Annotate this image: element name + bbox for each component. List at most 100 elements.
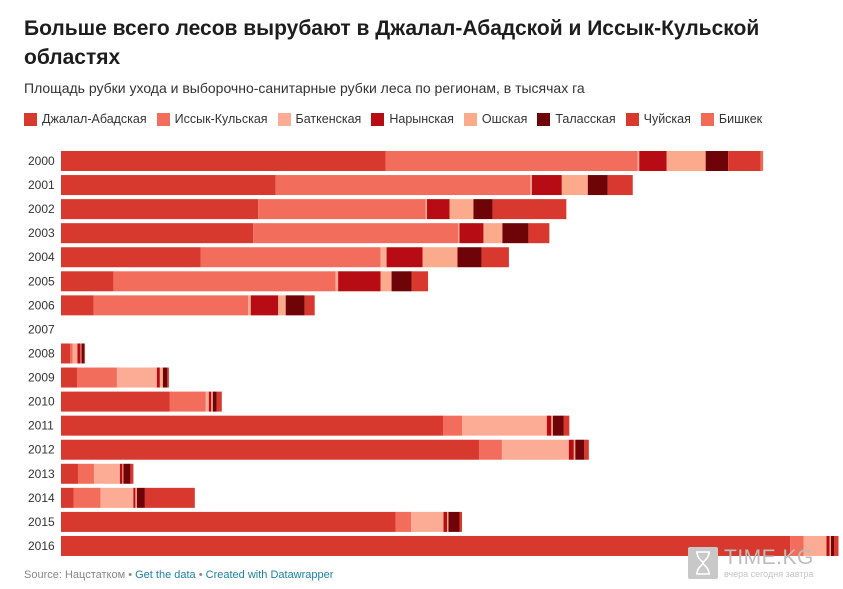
bar-segment-чуйская-2004[interactable]	[481, 247, 509, 268]
bar-segment-таласская-2010[interactable]	[212, 391, 217, 412]
bar-segment-ошская-2002[interactable]	[449, 199, 474, 220]
bar-segment-чуйская-2013[interactable]	[130, 463, 134, 484]
bar-segment-нарынская-2004[interactable]	[386, 247, 423, 268]
bar-segment-ошская-2014[interactable]	[135, 487, 137, 508]
bar-segment-нарынская-2015[interactable]	[443, 511, 448, 532]
bar-segment-иссык-кульская-2002[interactable]	[258, 199, 426, 220]
bar-segment-чуйская-2009[interactable]	[167, 367, 169, 388]
bar-segment-нарынская-2001[interactable]	[531, 175, 562, 196]
bar-segment-чуйская-2005[interactable]	[411, 271, 429, 292]
bar-segment-ошская-2004[interactable]	[422, 247, 458, 268]
bar-segment-джалал-абадская-2006[interactable]	[61, 295, 94, 316]
bar-segment-джалал-абадская-2001[interactable]	[61, 175, 276, 196]
bar-segment-ошская-2000[interactable]	[666, 151, 706, 171]
bar-segment-баткенская-2004[interactable]	[380, 247, 387, 268]
bar-segment-чуйская-2006[interactable]	[304, 295, 315, 316]
bar-segment-ошская-2010[interactable]	[211, 391, 213, 412]
bar-segment-иссык-кульская-2001[interactable]	[275, 175, 531, 196]
bar-segment-баткенская-2012[interactable]	[501, 439, 569, 460]
bar-segment-чуйская-2001[interactable]	[607, 175, 633, 196]
bar-segment-ошская-2001[interactable]	[561, 175, 588, 196]
bar-segment-баткенская-2002[interactable]	[425, 199, 428, 220]
bar-segment-джалал-абадская-2002[interactable]	[61, 199, 259, 220]
bar-segment-джалал-абадская-2011[interactable]	[61, 415, 444, 436]
bar-segment-джалал-абадская-2013[interactable]	[61, 463, 78, 484]
bar-segment-ошская-2016[interactable]	[829, 535, 832, 556]
bar-segment-чуйская-2015[interactable]	[459, 511, 462, 532]
bar-segment-иссык-кульская-2006[interactable]	[93, 295, 249, 316]
bar-segment-иссык-кульская-2012[interactable]	[478, 439, 502, 460]
bar-segment-баткенская-2000[interactable]	[637, 151, 640, 171]
bar-segment-чуйская-2000[interactable]	[728, 151, 761, 171]
bar-segment-ошская-2015[interactable]	[447, 511, 449, 532]
bar-segment-чуйская-2008[interactable]	[83, 343, 85, 364]
bar-segment-иссык-кульская-2016[interactable]	[790, 535, 804, 556]
bar-segment-таласская-2005[interactable]	[391, 271, 412, 292]
bar-segment-баткенская-2009[interactable]	[116, 367, 157, 388]
bar-segment-таласская-2013[interactable]	[123, 463, 131, 484]
bar-segment-джалал-абадская-2014[interactable]	[61, 487, 74, 508]
bar-segment-джалал-абадская-2010[interactable]	[61, 391, 170, 412]
bar-segment-баткенская-2001[interactable]	[530, 175, 532, 196]
bar-segment-баткенская-2010[interactable]	[205, 391, 209, 412]
bar-segment-ошская-2008[interactable]	[80, 343, 82, 364]
bar-segment-баткенская-2015[interactable]	[411, 511, 444, 532]
bar-segment-баткенская-2005[interactable]	[335, 271, 339, 292]
bar-segment-баткенская-2008[interactable]	[72, 343, 78, 364]
bar-segment-иссык-кульская-2010[interactable]	[169, 391, 206, 412]
bar-segment-иссык-кульская-2011[interactable]	[443, 415, 462, 436]
bar-segment-таласская-2015[interactable]	[448, 511, 460, 532]
bar-segment-нарынская-2000[interactable]	[639, 151, 667, 171]
datawrapper-link[interactable]: Created with Datawrapper	[205, 569, 334, 581]
bar-segment-баткенская-2003[interactable]	[457, 223, 460, 244]
bar-segment-таласская-2000[interactable]	[705, 151, 729, 171]
bar-segment-ошская-2006[interactable]	[278, 295, 286, 316]
bar-segment-джалал-абадская-2008[interactable]	[61, 343, 70, 364]
bar-segment-нарынская-2011[interactable]	[546, 415, 552, 436]
bar-segment-джалал-абадская-2003[interactable]	[61, 223, 254, 244]
bar-segment-нарынская-2012[interactable]	[568, 439, 574, 460]
bar-segment-иссык-кульская-2015[interactable]	[395, 511, 412, 532]
bar-segment-таласская-2002[interactable]	[473, 199, 493, 220]
bar-segment-ошская-2005[interactable]	[380, 271, 392, 292]
bar-segment-нарынская-2002[interactable]	[427, 199, 450, 220]
bar-segment-ошская-2003[interactable]	[483, 223, 503, 244]
bar-segment-иссык-кульская-2004[interactable]	[200, 247, 381, 268]
bar-segment-таласская-2003[interactable]	[502, 223, 529, 244]
bar-segment-баткенская-2011[interactable]	[461, 415, 547, 436]
bar-segment-нарынская-2010[interactable]	[208, 391, 212, 412]
bar-segment-джалал-абадская-2000[interactable]	[61, 151, 386, 171]
bar-segment-ошская-2009[interactable]	[159, 367, 163, 388]
bar-segment-таласская-2006[interactable]	[285, 295, 305, 316]
bar-segment-таласская-2014[interactable]	[136, 487, 145, 508]
bar-segment-чуйская-2003[interactable]	[528, 223, 550, 244]
bar-segment-бишкек-2000[interactable]	[760, 151, 764, 171]
bar-segment-джалал-абадская-2004[interactable]	[61, 247, 201, 268]
bar-segment-ошская-2011[interactable]	[551, 415, 553, 436]
bar-segment-баткенская-2013[interactable]	[93, 463, 120, 484]
bar-segment-иссык-кульская-2009[interactable]	[76, 367, 117, 388]
bar-segment-иссык-кульская-2014[interactable]	[73, 487, 101, 508]
bar-segment-таласская-2008[interactable]	[81, 343, 84, 364]
bar-segment-нарынская-2009[interactable]	[156, 367, 160, 388]
bar-segment-чуйская-2010[interactable]	[216, 391, 222, 412]
bar-segment-иссык-кульская-2005[interactable]	[113, 271, 336, 292]
bar-segment-баткенская-2016[interactable]	[803, 535, 827, 556]
bar-segment-чуйская-2002[interactable]	[492, 199, 567, 220]
bar-segment-нарынская-2006[interactable]	[250, 295, 279, 316]
bar-segment-иссык-кульская-2008[interactable]	[69, 343, 73, 364]
bar-segment-иссык-кульская-2013[interactable]	[77, 463, 94, 484]
bar-segment-таласская-2016[interactable]	[831, 535, 835, 556]
bar-segment-джалал-абадская-2012[interactable]	[61, 439, 479, 460]
bar-segment-джалал-абадская-2016[interactable]	[61, 535, 791, 556]
bar-segment-нарынская-2003[interactable]	[459, 223, 484, 244]
bar-segment-ошская-2012[interactable]	[573, 439, 576, 460]
bar-segment-чуйская-2014[interactable]	[144, 487, 195, 508]
bar-segment-иссык-кульская-2000[interactable]	[385, 151, 638, 171]
bar-segment-чуйская-2016[interactable]	[834, 535, 839, 556]
bar-segment-таласская-2012[interactable]	[575, 439, 585, 460]
bar-segment-нарынская-2005[interactable]	[338, 271, 381, 292]
bar-segment-таласская-2009[interactable]	[162, 367, 168, 388]
bar-segment-чуйская-2011[interactable]	[563, 415, 570, 436]
bar-segment-джалал-абадская-2009[interactable]	[61, 367, 77, 388]
